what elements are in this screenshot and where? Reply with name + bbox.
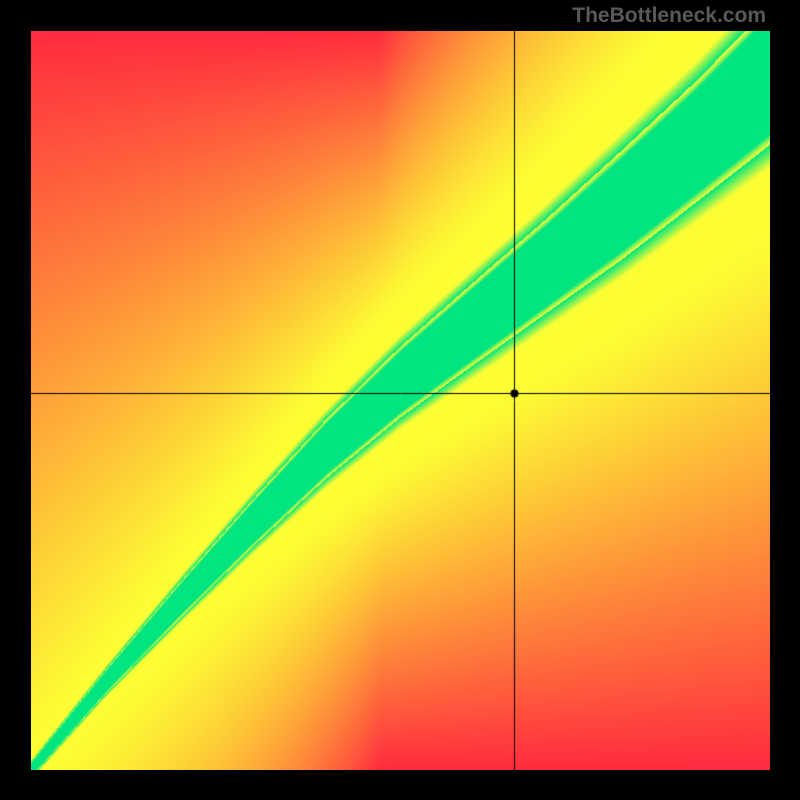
heatmap-canvas (31, 31, 770, 770)
watermark-text: TheBottleneck.com (572, 4, 766, 28)
heatmap-chart (31, 31, 770, 770)
